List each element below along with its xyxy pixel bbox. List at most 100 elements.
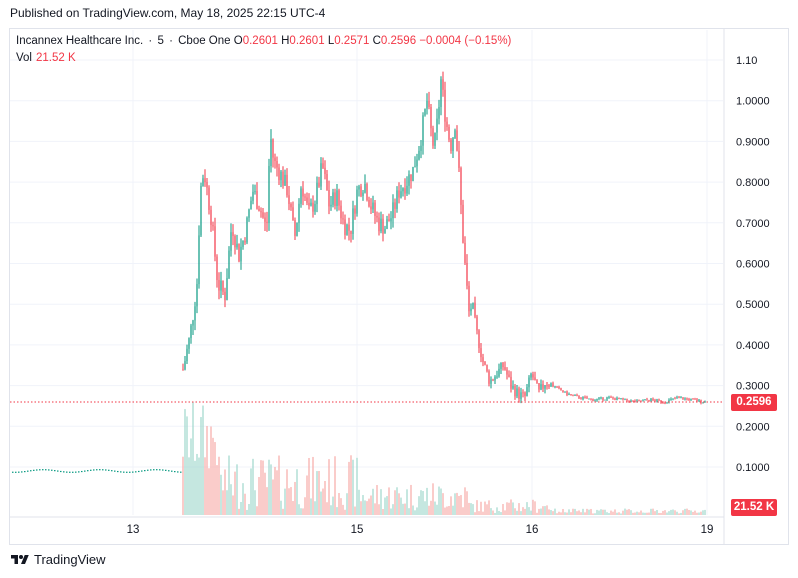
candle-body [366,183,368,201]
volume-bar [678,513,680,515]
volume-legend[interactable]: Vol 21.52 K [16,52,76,64]
candle-body [204,178,206,183]
candle-body [520,392,522,399]
volume-bar [492,510,494,515]
candle-body [324,167,326,174]
ohlc-legend[interactable]: Incannex Healthcare Inc. · 5 · Cboe One … [16,35,512,47]
footer[interactable]: TradingView [10,552,106,567]
candle-body [260,211,262,213]
candle-body [252,191,254,201]
volume-bar [426,487,428,515]
volume-bar [662,510,664,515]
candle-body [556,386,558,388]
candle-body [600,397,602,399]
volume-bar [386,496,388,515]
candle-body [200,185,202,236]
volume-bar [542,506,544,515]
candle-body [194,306,196,321]
candle-body [510,376,512,389]
candle-body [658,399,660,401]
volume-bar [204,457,206,515]
candle-body [300,188,302,204]
candle-body [254,191,256,193]
volume-bar [280,500,282,515]
candle-body [272,139,274,158]
last-price-tag: 0.2596 [731,394,777,411]
volume-bar [512,502,514,515]
volume-bar [640,510,642,515]
y-tick-label: 0.4000 [736,340,770,352]
candle-body [614,398,616,401]
volume-bar [570,512,572,515]
volume-bar [370,495,372,515]
candle-body [472,302,474,309]
volume-bar [390,508,392,515]
volume-bar [282,508,284,515]
candle-body [610,396,612,398]
volume-bar [428,505,430,515]
chart-frame[interactable] [9,28,789,545]
candle-body [214,226,216,257]
candle-body [302,188,304,197]
candle-body [330,204,332,207]
candle-body [682,397,684,400]
volume-bar [704,509,706,515]
candle-body [544,385,546,389]
candle-body [316,182,318,205]
volume-bar [216,465,218,515]
candle-body [370,206,372,210]
last-volume-tag: 21.52 K [731,499,777,516]
volume-bar [498,510,500,515]
volume-bar [214,442,216,515]
volume-bar [450,496,452,515]
volume-bar [220,474,222,515]
volume-bar [610,510,612,515]
volume-bar [262,460,264,515]
candle-body [224,291,226,301]
candle-body [326,173,328,191]
candle-body [652,398,654,400]
candle-body [498,368,500,377]
volume-bar [354,506,356,515]
volume-bar [642,512,644,515]
volume-bar [382,508,384,515]
x-tick-label: 13 [127,524,140,536]
volume-bar [330,505,332,515]
candle-body [566,391,568,396]
volume-bar [504,510,506,515]
volume-bar [272,479,274,515]
volume-bar [258,476,260,515]
candle-body [202,178,204,186]
candle-body [294,220,296,236]
low-value: 0.2571 [334,35,370,47]
y-tick-label: 0.9000 [736,136,770,148]
volume-bar [522,507,524,515]
volume-bar [434,501,436,515]
candle-body [490,379,492,384]
y-tick-label: 0.5000 [736,299,770,311]
volume-bar [476,500,478,515]
candle-body [630,400,632,402]
candle-body [698,399,700,402]
candle-body [196,284,198,307]
x-tick-label: 15 [351,524,364,536]
candle-body [580,398,582,400]
volume-bar [562,508,564,515]
volume-bar [440,488,442,515]
volume-bar [510,499,512,515]
volume-bar [560,512,562,515]
volume-bar [360,501,362,515]
volume-bar [362,495,364,515]
volume-bar [196,453,198,515]
volume-bar [412,505,414,515]
volume-bar [184,409,186,515]
volume-value: 21.52 K [36,52,76,64]
volume-bar [324,481,326,515]
volume-bar [614,509,616,515]
volume-bar [612,511,614,515]
candle-body [390,218,392,222]
volume-bar [298,504,300,515]
candle-body [592,398,594,402]
volume-bar [326,502,328,515]
